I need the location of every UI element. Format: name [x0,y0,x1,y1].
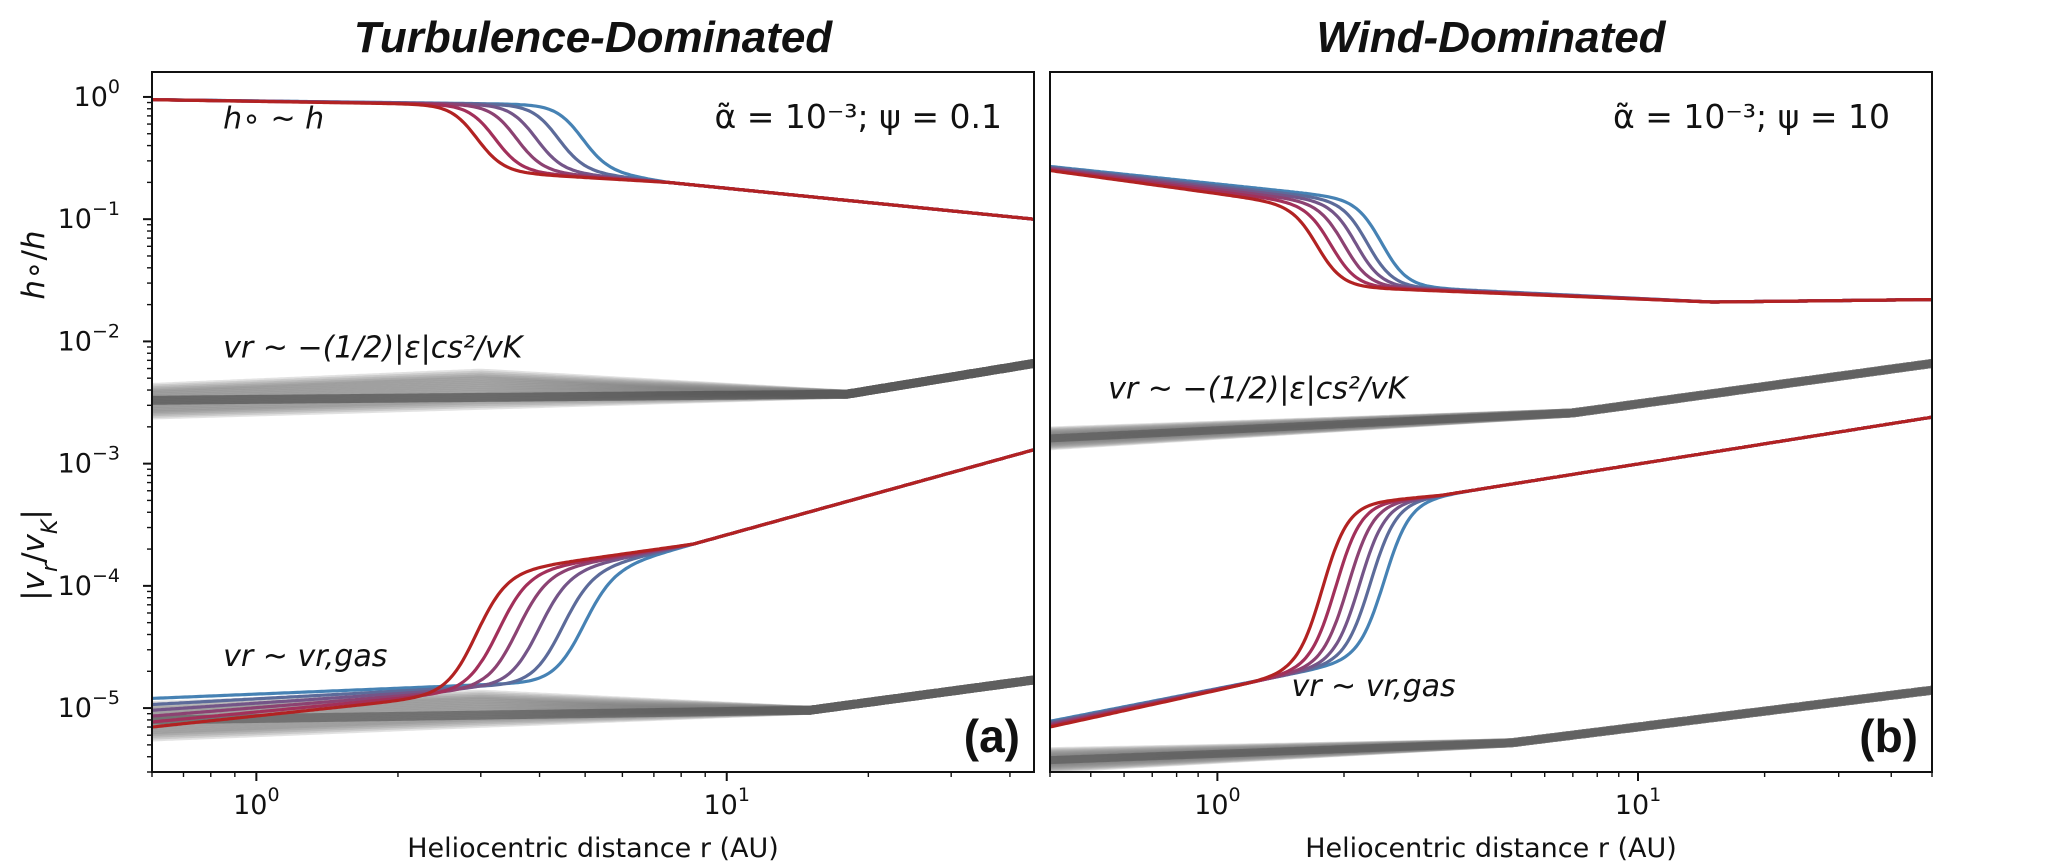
grey-band-upper [1050,359,1932,443]
grey-band-upper [1050,359,1932,446]
grey-band-lower [1050,685,1932,772]
grey-band-upper [1050,359,1932,437]
panel-b-xlabel: Heliocentric distance r (AU) [1305,833,1677,864]
x-tick-label: 101 [1615,784,1661,821]
annotation-vr-gas: vr ~ vr,gas [1291,669,1455,704]
grey-band-lower [1050,685,1932,757]
panel-b-ticks: 100 101 [1049,772,1933,821]
grey-band-upper [1050,359,1932,449]
panel-b-curves [1050,164,1932,772]
y-tick-label: 10−4 [58,565,120,602]
grey-band-lower [1050,685,1932,763]
grey-band-upper [1050,359,1932,442]
vr-gas-curve [1050,415,1932,729]
grey-band-lower [1050,685,1932,771]
y-axis-labels: h∘/h |vr/vK| [16,230,63,600]
grey-band-lower [1050,685,1932,767]
annotation-height: h∘ ~ h [223,102,324,137]
grey-core-upper [1050,359,1932,443]
svg-text:h∘/h: h∘/h [16,230,52,299]
grey-band-lower [1050,685,1932,758]
grey-band-lower [1050,685,1932,772]
ylabel-height-ratio: h∘/h [16,230,52,299]
panel-a-params: α̃ = 10⁻³; ψ = 0.1 [714,97,1002,136]
grey-band-upper [1050,359,1932,447]
x-tick-label: 100 [1194,784,1240,821]
grey-band-upper [1050,359,1932,436]
grey-band-upper [1050,359,1932,451]
grey-band-lower [1050,685,1932,761]
grey-band-lower [1050,685,1932,759]
vr-gas-curve [152,448,1034,718]
panel-a-curves [152,98,1034,742]
panel-b-params: α̃ = 10⁻³; ψ = 10 [1613,97,1890,136]
grey-band-lower [1050,685,1932,762]
panel-a-ticks: 100 101 100 10−1 10−2 10−3 10−4 10−5 [58,76,1011,821]
panel-a-xlabel: Heliocentric distance r (AU) [407,833,779,864]
vr-gas-curve [1050,415,1932,727]
grey-band-upper [1050,359,1932,450]
grey-band-upper [1050,359,1932,448]
annotation-vr-gas: vr ~ vr,gas [223,639,387,674]
x-tick-label: 100 [233,784,279,821]
height-curve [152,98,1034,221]
panel-turbulence-dominated: Turbulence-Dominated 100 10110010−110−210… [58,13,1035,864]
vr-gas-curve [152,448,1034,724]
grey-band-lower [1050,685,1932,764]
grey-band-upper [1050,359,1932,444]
annotation-vr-drift: vr ~ −(1/2)|ε|cs²/vK [223,330,525,365]
height-curve [1050,168,1932,304]
grey-band-upper [1050,359,1932,439]
y-tick-label: 100 [74,76,120,113]
y-tick-label: 10−1 [58,198,120,235]
y-tick-label: 10−2 [58,320,120,357]
vr-gas-curve [1050,415,1932,728]
panel-a-frame [151,71,1035,773]
vr-gas-curve [1050,415,1932,726]
grey-band-lower [1050,685,1932,768]
grey-band-lower [1050,685,1932,760]
panel-b-label: (b) [1859,710,1918,762]
annotation-vr-drift: vr ~ −(1/2)|ε|cs²/vK [1108,372,1410,407]
grey-band-lower [1050,685,1932,772]
vr-gas-curve [152,448,1034,729]
panel-b-title: Wind-Dominated [1316,13,1666,62]
panel-wind-dominated: Wind-Dominated 100 101 α̃ = 10⁻³; ψ = 10 … [1049,13,1933,864]
grey-band-upper [1050,359,1932,440]
svg-text:|vr/vK|: |vr/vK| [16,509,63,601]
grey-band-lower [1050,685,1932,766]
y-tick-label: 10−3 [58,443,120,480]
y-tick-label: 10−5 [58,687,120,724]
grey-band-lower [1050,685,1932,770]
grey-band-upper [1050,359,1932,438]
grey-band-lower [1050,685,1932,769]
grey-band-lower [1050,685,1932,765]
panel-b-annotations: vr ~ −(1/2)|ε|cs²/vK vr ~ vr,gas [1108,372,1456,705]
grey-band-upper [1050,359,1932,439]
panel-a-label: (a) [964,710,1020,762]
grey-core-lower [1050,686,1932,765]
panel-a-title: Turbulence-Dominated [354,13,833,62]
panel-b-frame [1049,71,1933,773]
grey-core-lower [152,675,1034,725]
grey-core-upper [152,359,1034,405]
ylabel-velocity-ratio: |vr/vK| [16,509,63,601]
vr-gas-curve [1050,415,1932,723]
grey-band-upper [1050,359,1932,441]
grey-band-upper [1050,359,1932,446]
vr-gas-curve [1050,415,1932,724]
x-tick-label: 101 [704,784,750,821]
panel-a-annotations: h∘ ~ h vr ~ −(1/2)|ε|cs²/vK vr ~ vr,gas [223,102,525,675]
grey-band-upper [1050,359,1932,445]
